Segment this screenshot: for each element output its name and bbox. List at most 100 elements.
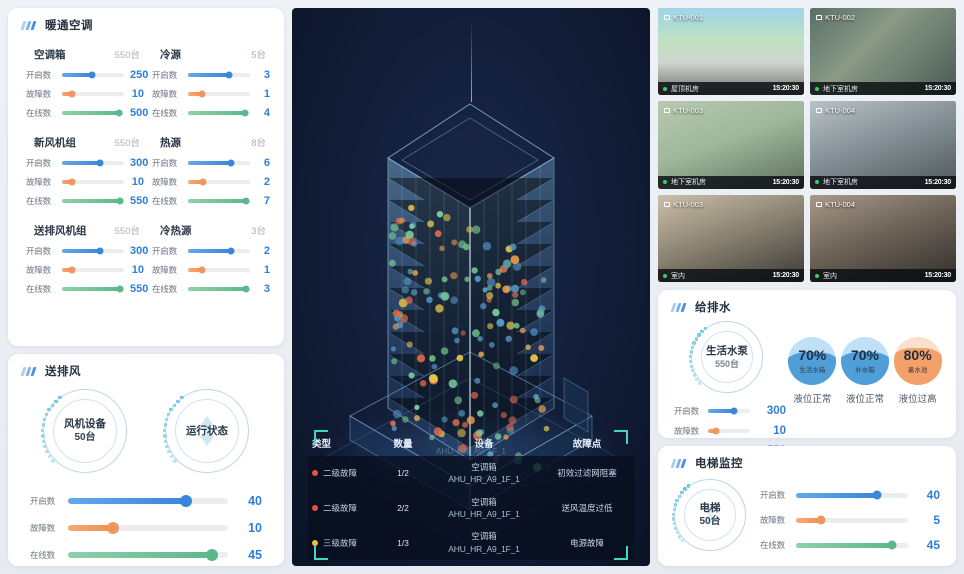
tank-percent: 70% (850, 347, 879, 363)
slider-knob[interactable] (242, 285, 250, 293)
hvac-on-value: 6 (263, 157, 270, 169)
slider-knob[interactable] (96, 247, 104, 255)
fan-on-slider[interactable] (68, 495, 228, 507)
slider-knob[interactable] (96, 159, 104, 167)
hvac-fault-slider[interactable] (62, 266, 124, 274)
sensor-point-cloud (388, 204, 550, 472)
elevator-on-slider[interactable] (796, 490, 908, 500)
hvac-online-value: 7 (263, 195, 270, 207)
hvac-fault-label: 故障数 (26, 89, 51, 99)
camera-tile[interactable]: KTU-004 地下室机房 15:20:30 (810, 101, 956, 189)
slider-knob[interactable] (206, 549, 218, 561)
hvac-online-row: 在线数 3 (148, 283, 270, 295)
hvac-online-slider[interactable] (62, 109, 124, 117)
hvac-on-slider[interactable] (62, 247, 124, 255)
elevator-fault-slider[interactable] (796, 515, 908, 525)
table-row[interactable]: 二级故障 2/2 空调箱 AHU_HR_A9_1F_1 送风温度过低 (308, 491, 634, 526)
hvac-group-total: 550台 (114, 50, 140, 61)
camera-tile[interactable]: KTU-003 室内 15:20:30 (658, 194, 804, 282)
building-3d-view[interactable]: 类型 数量 设备 故障点 二级故障 1/2 空调箱 AHU_HR_A9_1F_1 初效过… (292, 8, 650, 566)
hvac-on-slider[interactable] (188, 247, 250, 255)
hvac-on-slider[interactable] (188, 71, 250, 79)
fan-fault-row: 故障数 10 (26, 521, 262, 535)
water-fault-slider[interactable] (708, 427, 750, 435)
dial-dot (689, 355, 693, 359)
slider-fill (188, 111, 246, 115)
bars-icon (670, 302, 687, 312)
slider-knob[interactable] (115, 109, 123, 117)
slider-knob[interactable] (242, 197, 250, 205)
hvac-fault-slider[interactable] (62, 178, 124, 186)
slider-knob[interactable] (116, 197, 124, 205)
hvac-online-slider[interactable] (188, 197, 250, 205)
alarm-qty: 1/2 (397, 468, 409, 479)
live-dot-icon (663, 180, 667, 185)
hvac-on-row: 开启数 300 (22, 245, 148, 257)
alarm-type: 二级故障 (312, 502, 382, 514)
camera-statusbar: 室内 15:20:30 (658, 269, 804, 282)
dial-outer-ring (43, 389, 127, 473)
hvac-fault-slider[interactable] (188, 178, 250, 186)
hvac-fault-value: 10 (131, 264, 144, 276)
table-row[interactable]: 三级故障 1/3 空调箱 AHU_HR_A9_1F_1 电源故障 (308, 525, 634, 560)
slider-knob[interactable] (68, 178, 76, 186)
elevator-online-slider[interactable] (796, 540, 908, 550)
slider-knob[interactable] (106, 522, 119, 534)
water-on-row: 开启数 300 (670, 405, 786, 417)
camera-tile[interactable]: KTU-003 地下室机房 15:20:30 (658, 101, 804, 189)
hvac-fault-slider[interactable] (188, 90, 250, 98)
alarm-device-name: 空调箱 (471, 462, 497, 473)
slider-knob[interactable] (816, 515, 826, 525)
slider-knob[interactable] (68, 266, 76, 274)
slider-knob[interactable] (730, 407, 738, 415)
slider-fill (188, 268, 202, 272)
alarm-col-point: 故障点 (572, 439, 602, 451)
camera-feed (658, 101, 804, 189)
slider-knob[interactable] (198, 266, 206, 274)
camera-id: KTU-004 (816, 106, 855, 115)
tank-status: 液位过高 (898, 394, 937, 405)
hvac-online-label: 在线数 (152, 196, 177, 206)
hvac-group-name: 冷热源 (160, 225, 192, 237)
camera-tile[interactable]: KTU-001 屋顶机房 15:20:30 (658, 8, 804, 96)
elevator-fault-value: 5 (933, 513, 940, 527)
hvac-on-slider[interactable] (62, 71, 124, 79)
fan-fault-slider[interactable] (68, 522, 228, 534)
slider-knob[interactable] (712, 427, 720, 435)
camera-feed (810, 8, 956, 96)
hvac-fault-slider[interactable] (188, 266, 250, 274)
hvac-online-slider[interactable] (188, 109, 250, 117)
hvac-fault-slider[interactable] (62, 90, 124, 98)
hvac-on-slider[interactable] (188, 159, 250, 167)
hvac-group: 送排风机组 550台 开启数 300 故障数 10 在线数 550 (20, 217, 148, 303)
corner-bracket-tl (314, 430, 328, 445)
hvac-online-slider[interactable] (62, 197, 124, 205)
hvac-online-slider[interactable] (188, 285, 250, 293)
slider-knob[interactable] (199, 178, 207, 186)
camera-tile[interactable]: KTU-002 地下室机房 15:20:30 (810, 8, 956, 96)
slider-knob[interactable] (227, 247, 235, 255)
slider-knob[interactable] (225, 71, 233, 79)
slider-knob[interactable] (180, 495, 193, 507)
slider-knob[interactable] (88, 71, 96, 79)
hvac-online-row: 在线数 550 (22, 195, 148, 207)
tank-percent: 80% (903, 347, 932, 363)
fan-online-slider[interactable] (68, 549, 228, 561)
camera-tile[interactable]: KTU-004 室内 15:20:30 (810, 194, 956, 282)
slider-knob[interactable] (872, 490, 882, 500)
table-row[interactable]: 二级故障 1/2 空调箱 AHU_HR_A9_1F_1 初效过滤网阻塞 (308, 456, 634, 491)
hvac-online-slider[interactable] (62, 285, 124, 293)
hvac-on-slider[interactable] (62, 159, 124, 167)
slider-knob[interactable] (887, 540, 897, 550)
severity-dot-icon (312, 505, 318, 512)
slider-knob[interactable] (68, 90, 76, 98)
slider-knob[interactable] (241, 109, 249, 117)
slider-knob[interactable] (227, 159, 235, 167)
alarm-device-name: 空调箱 (471, 496, 497, 507)
camera-timestamp: 15:20:30 (772, 85, 800, 93)
slider-knob[interactable] (198, 90, 206, 98)
water-on-slider[interactable] (708, 407, 750, 415)
hvac-on-row: 开启数 250 (22, 69, 148, 81)
slider-knob[interactable] (116, 285, 124, 293)
